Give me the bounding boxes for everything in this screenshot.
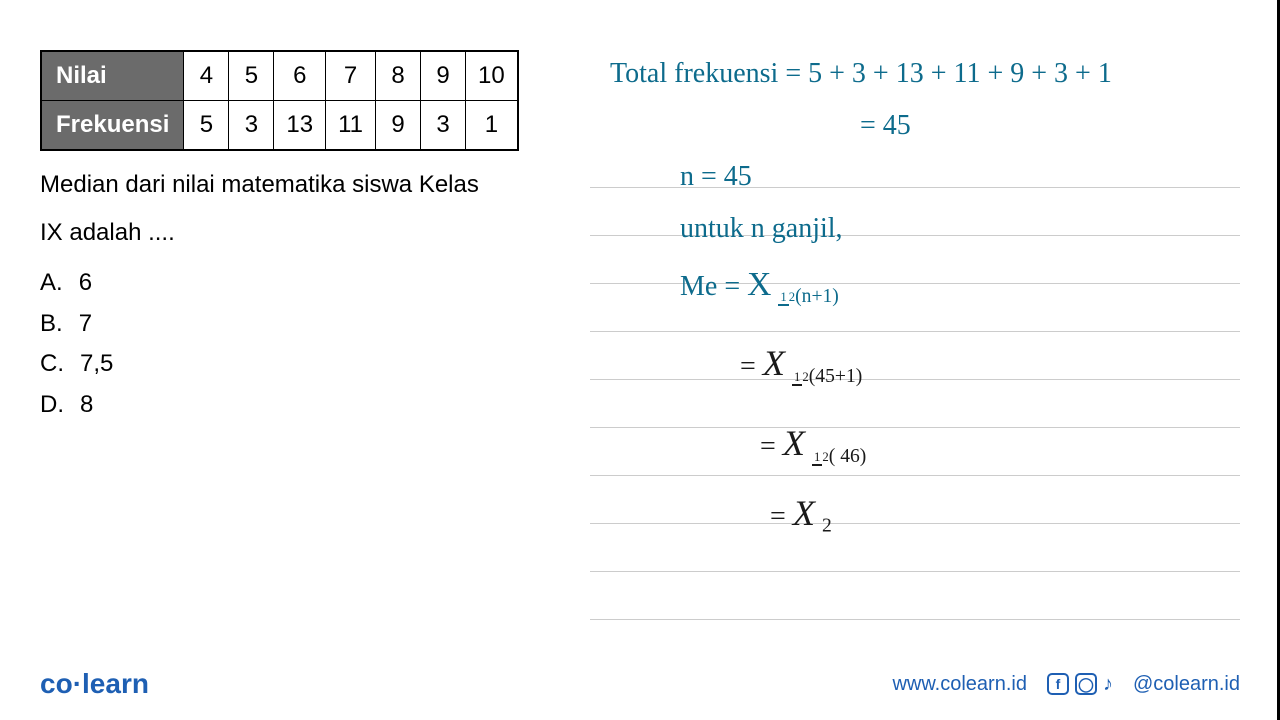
option-d-value: 8 <box>80 385 93 426</box>
work-line-1: Total frekuensi = 5 + 3 + 13 + 11 + 9 + … <box>610 50 1240 98</box>
tiktok-icon: ♪ <box>1103 673 1113 696</box>
work-line-7: = X 12( 46) <box>610 413 1240 475</box>
option-b-label: B. <box>40 304 63 345</box>
work-line-8: = X 2 <box>610 483 1240 545</box>
freq-cell: 3 <box>229 101 274 151</box>
freq-cell: 5 <box>184 101 229 151</box>
option-a-value: 6 <box>79 263 92 304</box>
answer-options: A. 6 B. 7 C. 7,5 D. 8 <box>40 263 590 426</box>
freq-cell: 3 <box>421 101 466 151</box>
nilai-cell: 6 <box>274 51 326 101</box>
social-icons: f ◯ ♪ <box>1047 673 1113 696</box>
question-line-1: Median dari nilai matematika siswa Kelas <box>40 166 590 204</box>
colearn-logo: co·learn <box>40 668 149 700</box>
option-c-label: C. <box>40 344 64 385</box>
work-line-4: untuk n ganjil, <box>610 205 1240 253</box>
facebook-icon: f <box>1047 673 1069 695</box>
freq-cell: 11 <box>326 101 376 151</box>
nilai-cell: 4 <box>184 51 229 101</box>
work-line-2: = 45 <box>610 102 1240 150</box>
option-c-value: 7,5 <box>80 344 113 385</box>
freq-cell: 13 <box>274 101 326 151</box>
option-d-label: D. <box>40 385 64 426</box>
row-label-nilai: Nilai <box>41 51 184 101</box>
footer-url: www.colearn.id <box>892 673 1027 696</box>
nilai-cell: 7 <box>326 51 376 101</box>
question-line-2: IX adalah .... <box>40 214 590 252</box>
option-b-value: 7 <box>79 304 92 345</box>
freq-cell: 9 <box>376 101 421 151</box>
instagram-icon: ◯ <box>1075 673 1097 695</box>
nilai-cell: 9 <box>421 51 466 101</box>
nilai-cell: 5 <box>229 51 274 101</box>
nilai-cell: 10 <box>466 51 518 101</box>
work-line-5: Me = X 12(n+1) <box>610 256 1240 313</box>
work-line-3: n = 45 <box>610 153 1240 201</box>
freq-cell: 1 <box>466 101 518 151</box>
row-label-frekuensi: Frekuensi <box>41 101 184 151</box>
footer-handle: @colearn.id <box>1133 673 1240 696</box>
frequency-table: Nilai 4 5 6 7 8 9 10 Frekuensi 5 3 13 11… <box>40 50 519 151</box>
nilai-cell: 8 <box>376 51 421 101</box>
work-line-6: = X 12(45+1) <box>610 333 1240 395</box>
option-a-label: A. <box>40 263 63 304</box>
handwritten-solution: Total frekuensi = 5 + 3 + 13 + 11 + 9 + … <box>610 50 1240 545</box>
footer: co·learn www.colearn.id f ◯ ♪ @colearn.i… <box>40 668 1240 700</box>
